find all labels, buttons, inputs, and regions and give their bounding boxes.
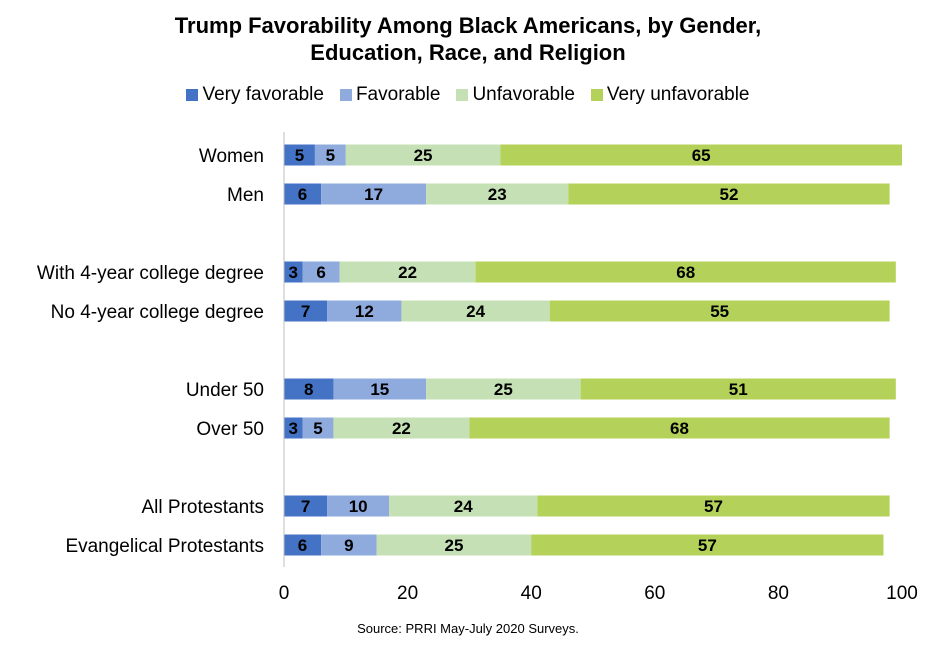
- legend-swatch: [339, 89, 352, 101]
- bar-segment: [531, 534, 884, 556]
- bar-segment: [284, 261, 303, 283]
- category-label: Over 50: [196, 419, 264, 440]
- data-label: 3: [289, 263, 298, 282]
- legend-label: Very unfavorable: [606, 84, 750, 105]
- category-label: No 4-year college degree: [51, 302, 264, 323]
- bar-segment: [284, 378, 334, 400]
- data-label: 68: [670, 419, 689, 438]
- bar-segment: [333, 378, 427, 400]
- data-label: 25: [494, 380, 513, 399]
- data-label: 68: [676, 263, 695, 282]
- bar-segment: [580, 378, 896, 400]
- data-label: 7: [301, 497, 310, 516]
- data-label: 6: [298, 185, 307, 204]
- data-label: 5: [326, 146, 335, 165]
- data-label: 6: [298, 536, 307, 555]
- bar-segment: [537, 495, 890, 517]
- bar-segment: [302, 417, 334, 439]
- data-label: 3: [289, 419, 298, 438]
- bar-segment: [568, 183, 890, 205]
- data-label: 25: [414, 146, 433, 165]
- bar-segment: [284, 534, 322, 556]
- x-tick-label: 0: [279, 583, 290, 604]
- data-label: 8: [304, 380, 313, 399]
- legend: Very favorable Favorable Unfavorable Ver…: [0, 84, 936, 106]
- legend-label: Unfavorable: [472, 84, 575, 105]
- legend-item-very-unfavorable: Very unfavorable: [590, 84, 750, 106]
- source-note: Source: PRRI May-July 2020 Surveys.: [357, 621, 579, 636]
- data-label: 12: [355, 302, 374, 321]
- bar-segment: [327, 300, 402, 322]
- data-label: 6: [316, 263, 325, 282]
- data-label: 5: [313, 419, 322, 438]
- data-label: 5: [295, 146, 304, 165]
- bar-segment: [314, 144, 346, 166]
- bar-segment: [401, 300, 550, 322]
- data-label: 51: [729, 380, 748, 399]
- bar-segment: [321, 534, 377, 556]
- bar-segment: [302, 261, 340, 283]
- data-label: 7: [301, 302, 310, 321]
- x-tick-label: 60: [644, 583, 665, 604]
- legend-item-very-favorable: Very favorable: [186, 84, 324, 106]
- bar-segment: [284, 144, 315, 166]
- data-label: 24: [466, 302, 485, 321]
- data-label: 25: [444, 536, 463, 555]
- data-label: 24: [454, 497, 473, 516]
- category-label: Evangelical Protestants: [65, 536, 264, 557]
- category-label: Women: [199, 146, 264, 167]
- bar-segment: [333, 417, 470, 439]
- bar-segment: [426, 183, 569, 205]
- chart-title: Trump Favorability Among Black Americans…: [0, 12, 936, 66]
- category-label: With 4-year college degree: [37, 263, 264, 284]
- bar-segment: [339, 261, 476, 283]
- bar-segment: [475, 261, 896, 283]
- data-label: 57: [698, 536, 717, 555]
- x-tick-label: 20: [397, 583, 418, 604]
- chart-title-line-1: Trump Favorability Among Black Americans…: [174, 13, 762, 38]
- data-label: 22: [398, 263, 417, 282]
- x-tick-label: 40: [521, 583, 542, 604]
- x-tick-label: 80: [768, 583, 789, 604]
- category-label: Under 50: [186, 380, 264, 401]
- data-label: 23: [488, 185, 507, 204]
- bar-segment: [284, 495, 328, 517]
- x-tick-label: 100: [886, 583, 918, 604]
- bar-segment: [284, 417, 303, 439]
- data-label: 10: [349, 497, 368, 516]
- legend-label: Very favorable: [202, 84, 324, 105]
- legend-swatch: [456, 89, 469, 101]
- bar-segment: [345, 144, 501, 166]
- data-label: 57: [704, 497, 723, 516]
- bar-segment: [284, 300, 328, 322]
- bar-segment: [426, 378, 581, 400]
- data-label: 22: [392, 419, 411, 438]
- bar-segment: [549, 300, 890, 322]
- bar-segment: [376, 534, 532, 556]
- legend-swatch: [186, 89, 199, 101]
- data-label: 52: [719, 185, 738, 204]
- category-label: All Protestants: [142, 497, 265, 518]
- data-label: 55: [710, 302, 729, 321]
- legend-item-unfavorable: Unfavorable: [456, 84, 575, 106]
- bar-segment: [389, 495, 538, 517]
- data-label: 9: [344, 536, 353, 555]
- legend-label: Favorable: [355, 84, 441, 105]
- bar-segment: [469, 417, 890, 439]
- bar-segment: [327, 495, 390, 517]
- data-label: 15: [370, 380, 389, 399]
- data-label: 65: [692, 146, 711, 165]
- data-label: 17: [364, 185, 383, 204]
- chart-title-line-2: Education, Race, and Religion: [310, 40, 626, 65]
- bar-segment: [500, 144, 902, 166]
- category-label: Men: [227, 185, 264, 206]
- legend-swatch: [590, 89, 603, 101]
- legend-item-favorable: Favorable: [339, 84, 441, 106]
- bar-segment: [321, 183, 427, 205]
- bar-segment: [284, 183, 322, 205]
